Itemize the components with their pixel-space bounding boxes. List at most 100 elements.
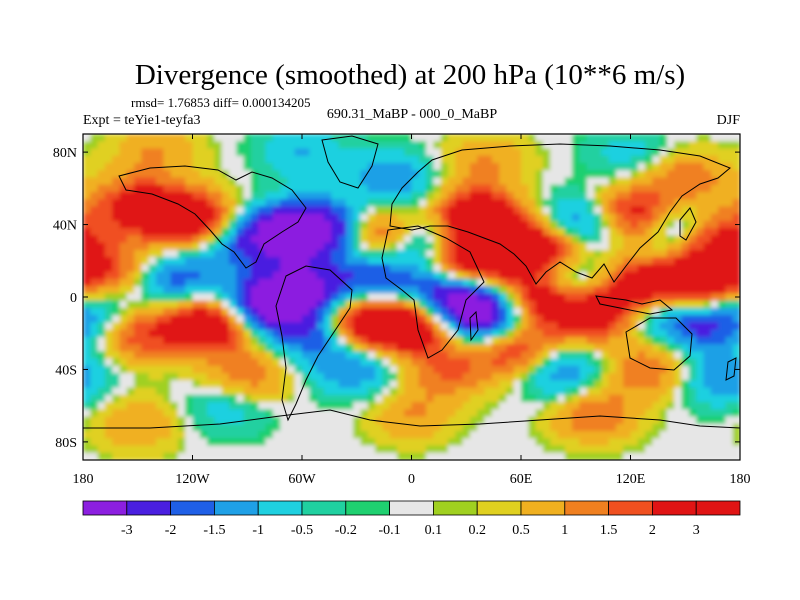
- field-cell: [462, 228, 471, 237]
- field-cell: [83, 228, 91, 237]
- field-cell: [535, 423, 544, 432]
- field-cell: [367, 307, 376, 316]
- field-cell: [207, 162, 215, 171]
- field-cell: [725, 286, 734, 294]
- field-cell: [353, 315, 361, 323]
- field-cell: [491, 329, 500, 338]
- field-cell: [258, 452, 267, 460]
- field-cell: [426, 286, 434, 294]
- field-cell: [316, 220, 325, 229]
- field-cell: [345, 365, 354, 374]
- field-cell: [207, 228, 215, 237]
- field-cell: [601, 184, 610, 193]
- field-cell: [411, 206, 420, 215]
- field-cell: [557, 170, 566, 179]
- field-cell: [221, 373, 230, 381]
- field-cell: [696, 220, 705, 229]
- field-cell: [199, 409, 208, 418]
- field-cell: [572, 134, 580, 142]
- field-cell: [718, 365, 726, 374]
- field-cell: [170, 184, 179, 193]
- field-cell: [170, 264, 179, 273]
- field-cell: [309, 373, 318, 381]
- field-cell: [506, 148, 515, 157]
- field-cell: [513, 162, 522, 171]
- field-cell: [126, 213, 135, 222]
- field-cell: [667, 336, 675, 345]
- field-cell: [148, 148, 157, 157]
- field-cell: [732, 358, 740, 367]
- field-cell: [294, 141, 303, 150]
- field-cell: [192, 206, 201, 215]
- field-cell: [229, 300, 237, 309]
- field-cell: [389, 134, 398, 142]
- field-cell: [229, 416, 237, 425]
- field-cell: [97, 257, 106, 265]
- field-cell: [703, 365, 712, 374]
- field-cell: [229, 162, 237, 171]
- field-cell: [491, 134, 500, 142]
- field-cell: [418, 213, 427, 222]
- field-cell: [455, 177, 464, 186]
- field-cell: [163, 293, 172, 302]
- field-cell: [608, 394, 617, 403]
- field-cell: [272, 271, 281, 280]
- field-cell: [199, 278, 208, 287]
- field-cell: [367, 257, 376, 265]
- field-cell: [294, 184, 303, 193]
- field-cell: [499, 206, 507, 215]
- field-cell: [608, 264, 617, 273]
- field-cell: [433, 228, 442, 237]
- field-cell: [97, 249, 106, 258]
- field-cell: [141, 199, 150, 208]
- field-cell: [601, 423, 610, 432]
- field-cell: [594, 387, 602, 396]
- field-cell: [294, 220, 303, 229]
- field-cell: [725, 394, 734, 403]
- field-cell: [608, 170, 617, 179]
- field-cell: [280, 148, 288, 157]
- field-cell: [214, 329, 223, 338]
- field-cell: [484, 257, 493, 265]
- field-cell: [484, 271, 493, 280]
- field-cell: [382, 402, 391, 410]
- field-cell: [83, 344, 91, 352]
- field-cell: [404, 409, 413, 418]
- field-cell: [484, 162, 493, 171]
- field-cell: [287, 177, 296, 186]
- field-cell: [112, 438, 121, 447]
- field-cell: [484, 293, 493, 302]
- field-cell: [484, 380, 493, 389]
- field-cell: [90, 315, 99, 323]
- field-cell: [302, 148, 310, 157]
- field-cell: [550, 162, 559, 171]
- field-cell: [396, 271, 405, 280]
- field-cell: [163, 271, 172, 280]
- field-cell: [681, 278, 690, 287]
- field-cell: [608, 373, 617, 381]
- field-cell: [637, 315, 646, 323]
- field-cell: [426, 235, 434, 244]
- field-cell: [674, 170, 683, 179]
- field-cell: [287, 271, 296, 280]
- field-cell: [338, 148, 347, 157]
- field-cell: [484, 307, 493, 316]
- field-cell: [141, 307, 150, 316]
- field-cell: [484, 416, 493, 425]
- field-cell: [645, 206, 653, 215]
- field-cell: [440, 155, 449, 164]
- field-cell: [542, 387, 551, 396]
- field-cell: [119, 300, 128, 309]
- field-cell: [557, 351, 566, 360]
- field-cell: [97, 155, 106, 164]
- field-cell: [243, 307, 252, 316]
- field-cell: [630, 278, 639, 287]
- field-cell: [608, 351, 617, 360]
- field-cell: [469, 141, 478, 150]
- field-cell: [382, 351, 391, 360]
- field-cell: [163, 286, 172, 294]
- field-cell: [90, 177, 99, 186]
- field-cell: [696, 293, 705, 302]
- field-cell: [345, 336, 354, 345]
- field-cell: [652, 264, 661, 273]
